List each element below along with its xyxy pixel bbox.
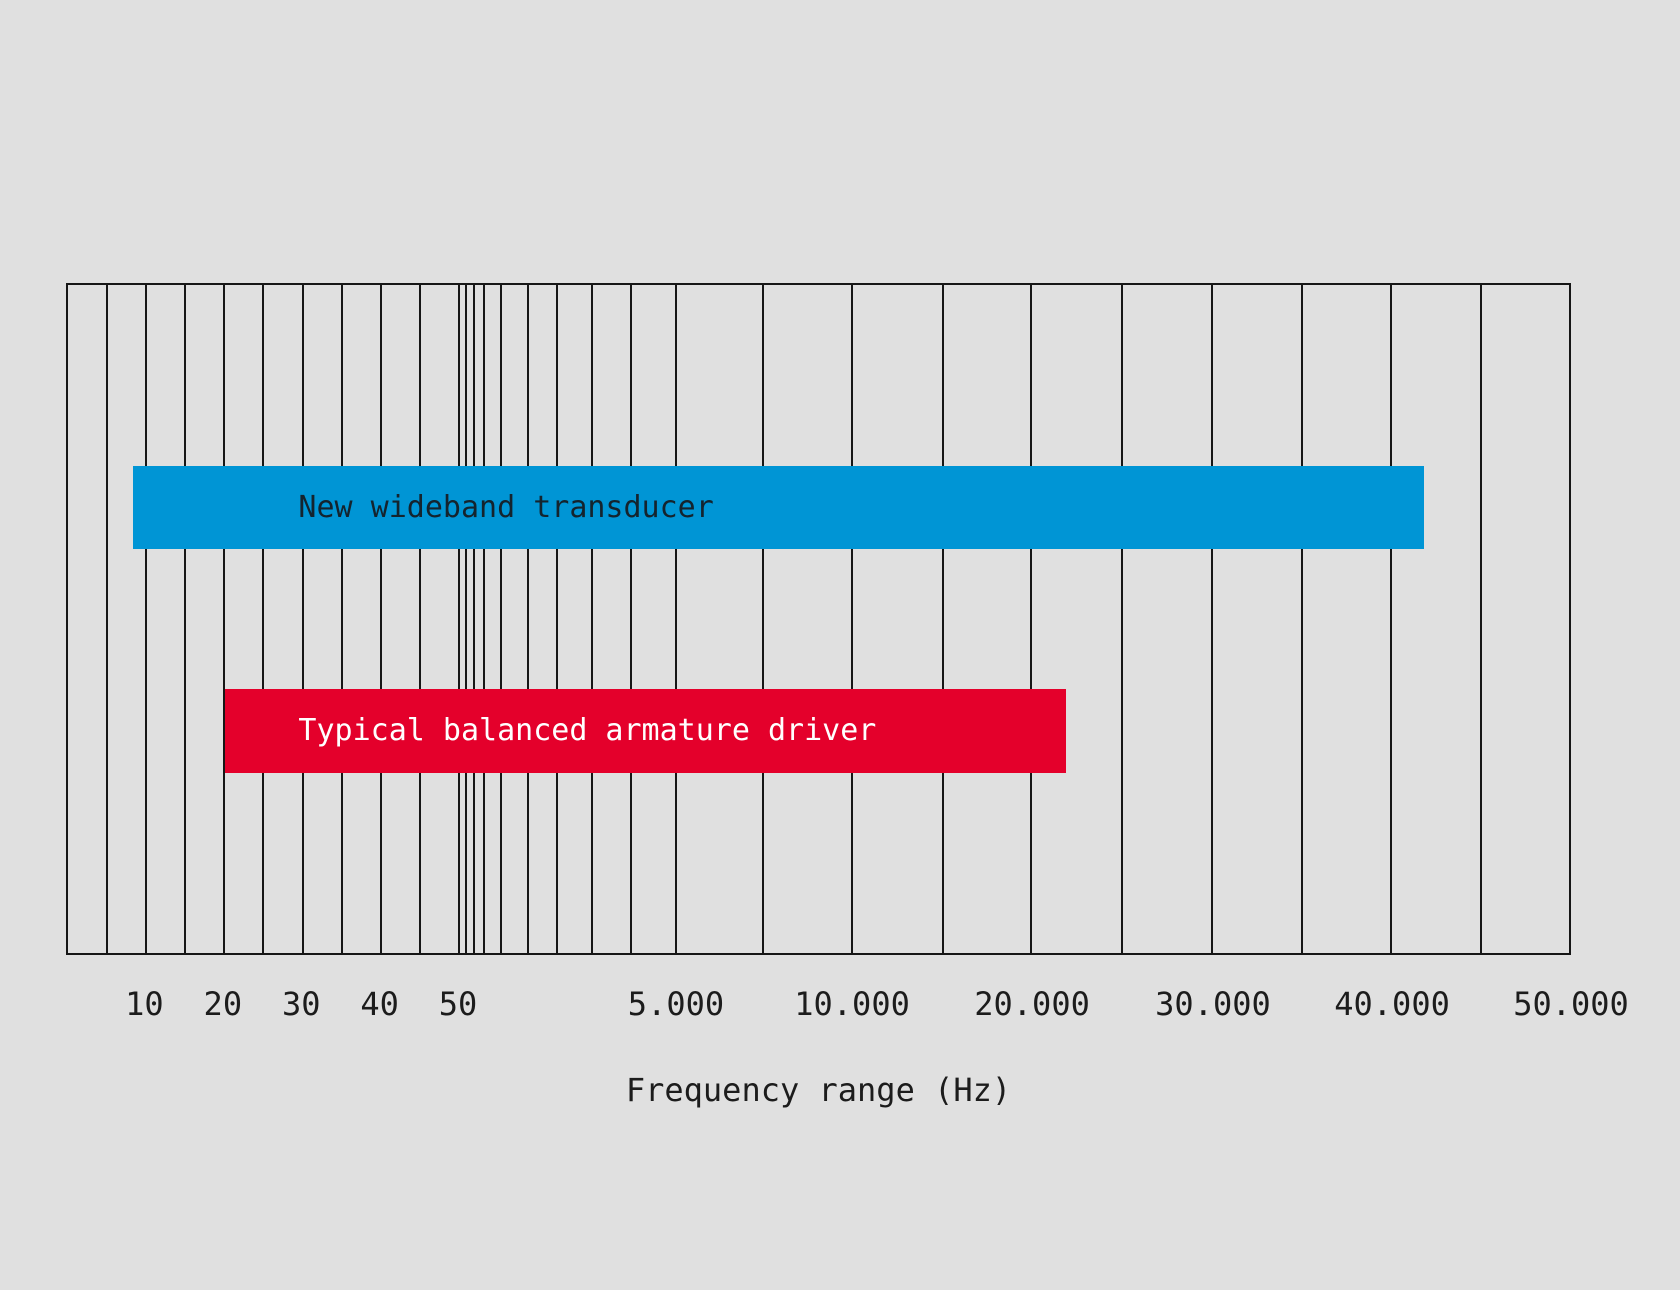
gridline xyxy=(472,285,475,953)
gridline xyxy=(418,285,421,953)
plot-area: New wideband transducer Typical balanced… xyxy=(66,283,1571,955)
x-axis-tick-labels: 10 20 30 40 50 5.000 10.000 20.000 30.000 40.000 5… xyxy=(66,955,1629,1035)
x-tick-label: 40.000 xyxy=(1334,985,1450,1023)
gridline xyxy=(850,285,853,953)
x-tick-label: 30 xyxy=(281,985,321,1023)
gridline xyxy=(1030,285,1033,953)
gridline xyxy=(1480,285,1483,953)
x-tick-label: 50 xyxy=(438,985,478,1023)
gridline xyxy=(379,285,382,953)
x-tick-label: 20 xyxy=(203,985,243,1023)
gridline xyxy=(145,285,148,953)
gridline xyxy=(499,285,502,953)
gridline xyxy=(629,285,632,953)
x-tick-label: 20.000 xyxy=(974,985,1090,1023)
gridline xyxy=(762,285,765,953)
gridline xyxy=(106,285,109,953)
bar-new-wideband-transducer xyxy=(132,465,1425,550)
gridline xyxy=(1300,285,1303,953)
gridline xyxy=(590,285,593,953)
bar-typical-balanced-armature-driver xyxy=(224,688,1067,774)
gridline xyxy=(1121,285,1124,953)
gridline xyxy=(555,285,558,953)
x-tick-label: 50.000 xyxy=(1513,985,1629,1023)
gridline xyxy=(1389,285,1392,953)
gridline xyxy=(301,285,304,953)
gridline xyxy=(482,285,485,953)
gridline xyxy=(675,285,678,953)
gridline xyxy=(1210,285,1213,953)
x-tick-label: 10.000 xyxy=(794,985,910,1023)
x-axis-title: Frequency range (Hz) xyxy=(625,1071,1012,1109)
gridline xyxy=(184,285,187,953)
gridline xyxy=(223,285,226,953)
gridline xyxy=(458,285,460,953)
gridline xyxy=(464,285,467,953)
gridline xyxy=(941,285,944,953)
x-tick-label: 40 xyxy=(360,985,399,1023)
x-tick-label: 5.000 xyxy=(627,985,725,1023)
gridline xyxy=(526,285,529,953)
x-tick-label: 30.000 xyxy=(1155,985,1271,1023)
bar-label-typical-balanced-armature-driver: Typical balanced armature driver xyxy=(298,712,877,748)
gridline xyxy=(262,285,265,953)
bar-label-new-wideband-transducer: New wideband transducer xyxy=(298,489,714,525)
gridline xyxy=(340,285,343,953)
x-tick-label: 10 xyxy=(125,985,164,1023)
